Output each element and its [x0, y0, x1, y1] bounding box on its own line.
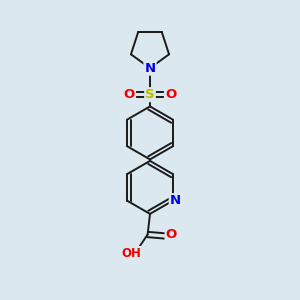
Text: O: O	[165, 88, 176, 101]
Text: S: S	[145, 88, 155, 101]
Text: O: O	[124, 88, 135, 101]
Text: O: O	[166, 228, 177, 241]
Text: N: N	[170, 194, 181, 207]
Text: N: N	[144, 61, 156, 75]
Text: OH: OH	[122, 247, 141, 260]
